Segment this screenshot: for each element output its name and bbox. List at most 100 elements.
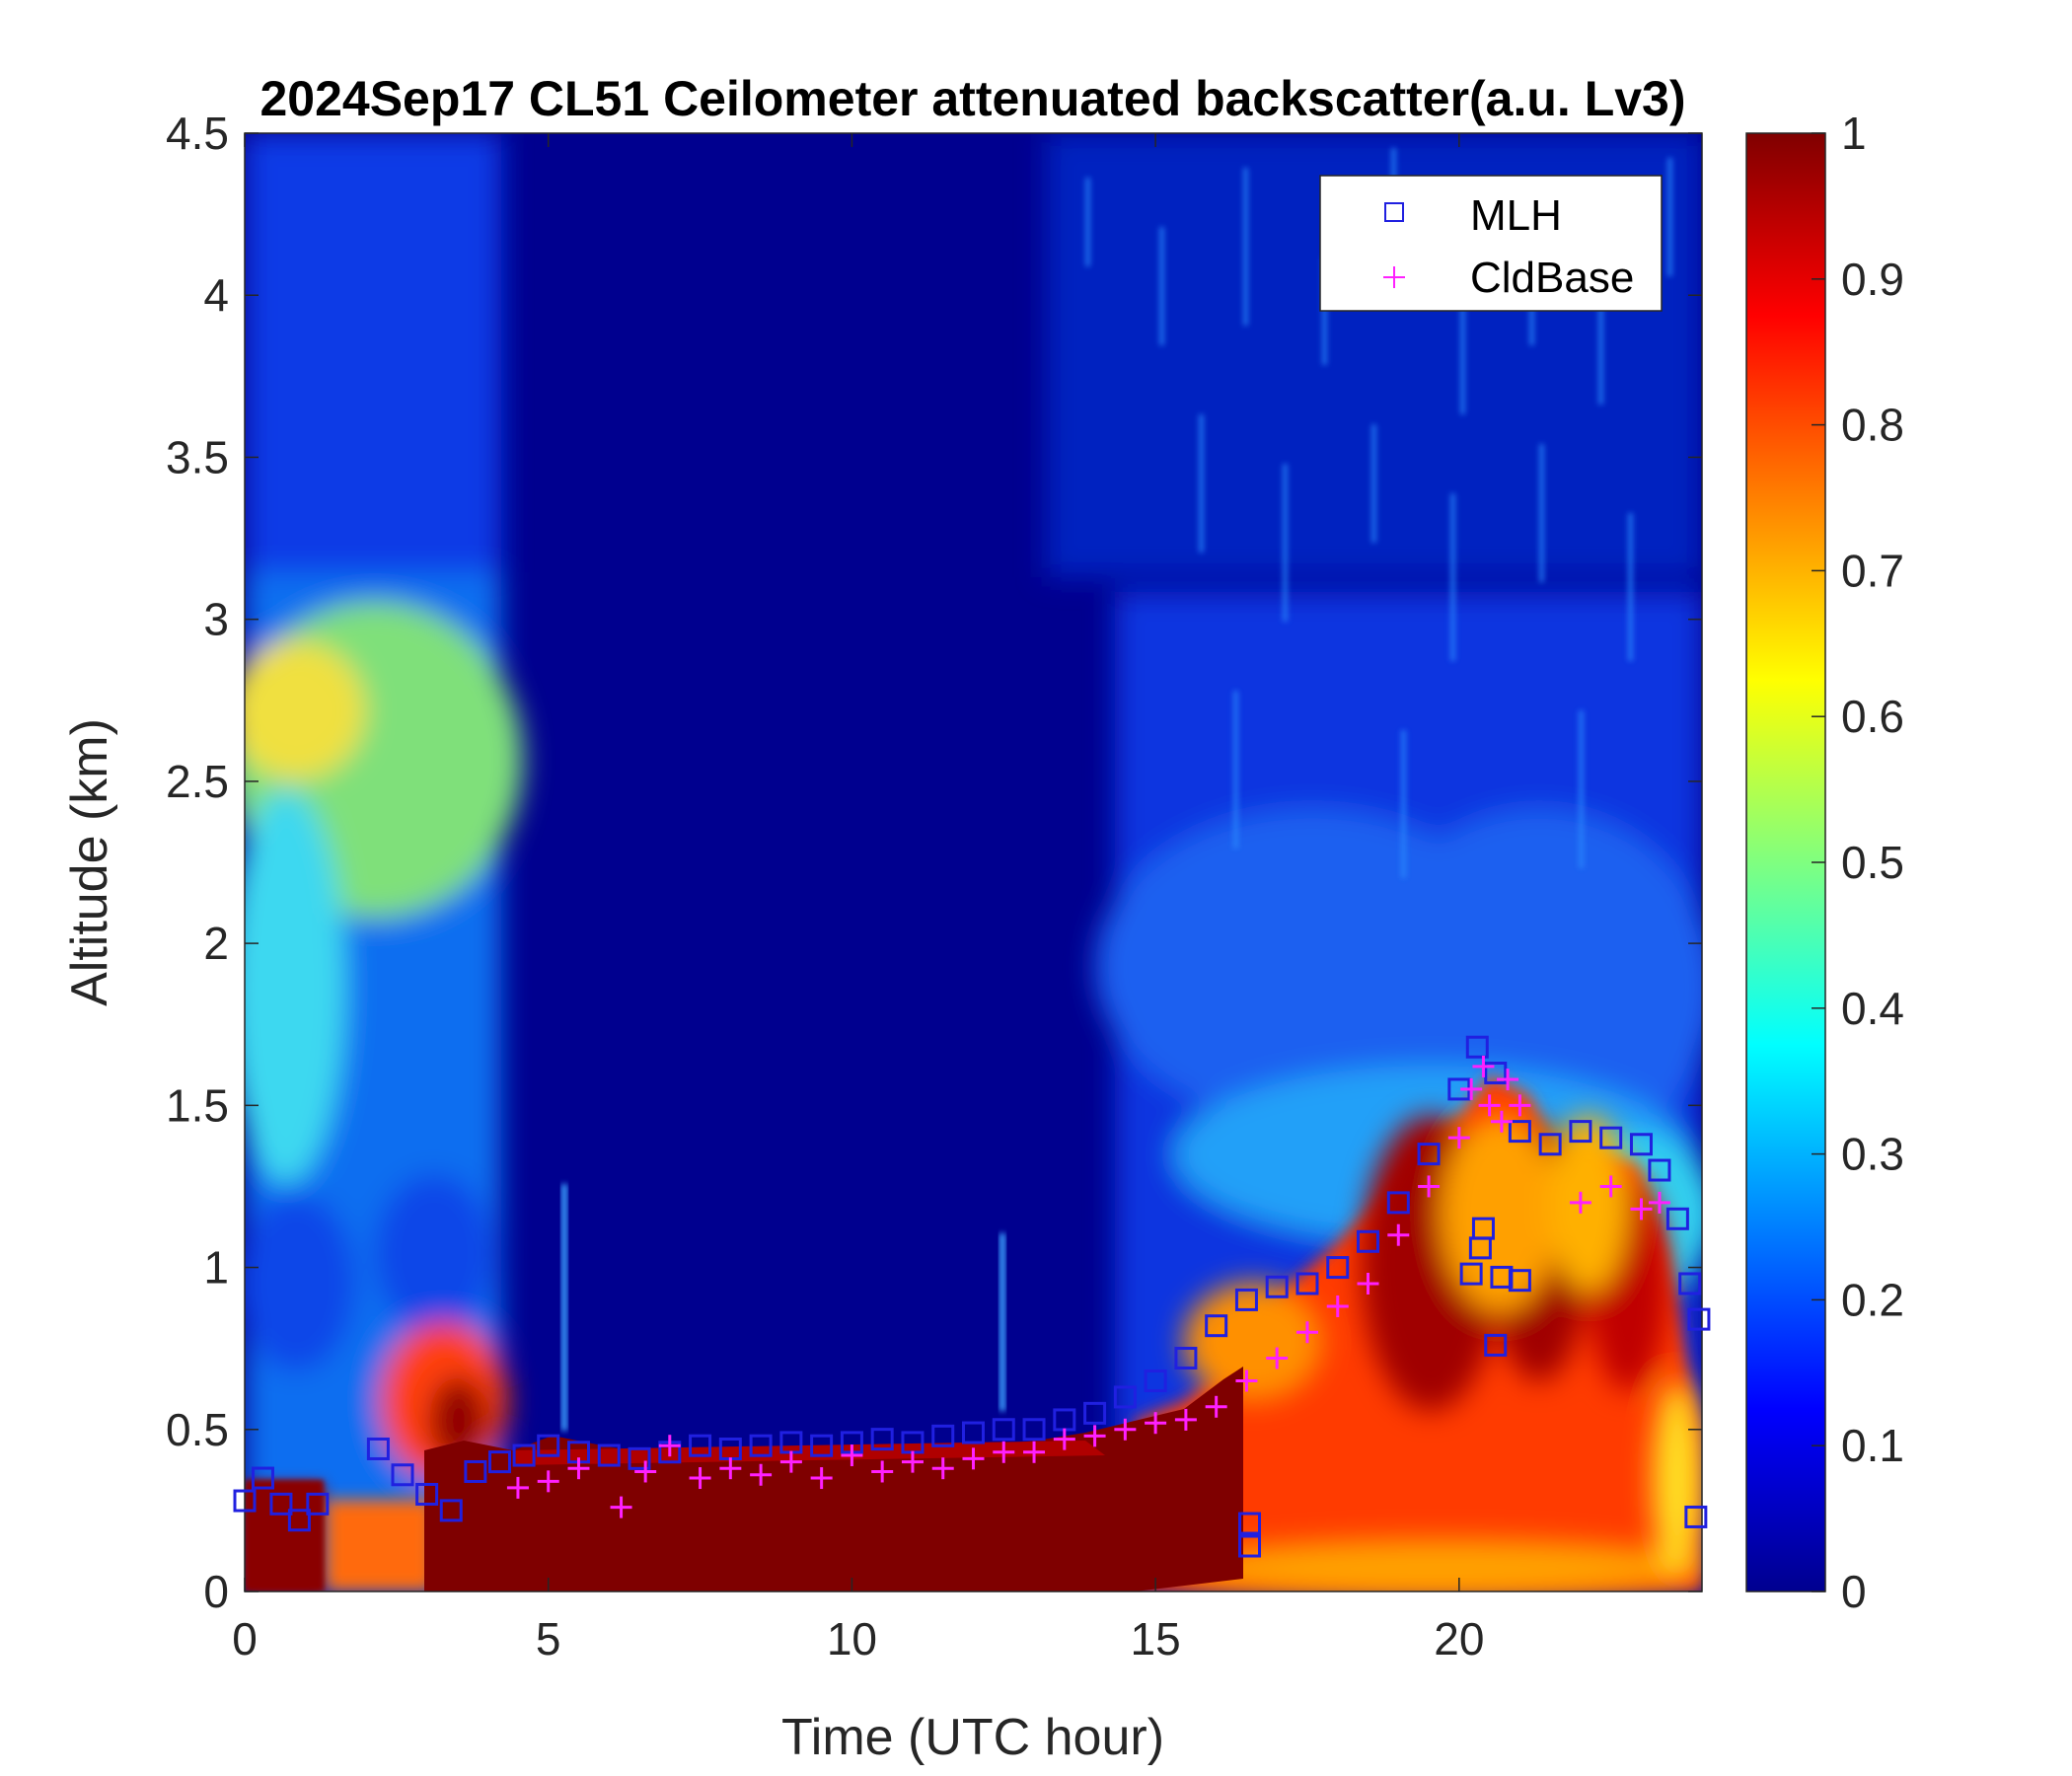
mlh-point	[1599, 1126, 1623, 1149]
mlh-point	[1022, 1418, 1046, 1442]
cldbase-point	[1599, 1175, 1622, 1198]
mlh-point	[1508, 1120, 1531, 1144]
x-tick-label: 15	[1131, 1613, 1181, 1665]
mlh-point	[1295, 1272, 1319, 1295]
y-tick-label: 0.5	[166, 1404, 229, 1455]
mlh-point	[1629, 1133, 1653, 1156]
y-tick-label: 2.5	[166, 756, 229, 807]
cldbase-point	[962, 1447, 985, 1470]
y-tick-label: 4	[203, 269, 229, 321]
colorbar-tick-label: 0.3	[1841, 1129, 1904, 1180]
mlh-point	[464, 1459, 487, 1483]
mlh-point	[1265, 1275, 1289, 1298]
mlh-point	[1465, 1035, 1489, 1059]
cldbase-point	[779, 1450, 802, 1473]
mlh-point	[1113, 1385, 1137, 1409]
mlh-point	[251, 1466, 274, 1490]
mlh-point	[233, 1489, 257, 1513]
cldbase-point	[901, 1450, 924, 1473]
mlh-point	[1234, 1288, 1258, 1311]
cldbase-point	[1053, 1428, 1075, 1450]
y-axis: 0 0.5 1 1.5 2 2.5 3 3.5 4 4.5	[166, 108, 1702, 1617]
mlh-point	[1490, 1265, 1514, 1289]
cldbase-point	[1083, 1425, 1106, 1447]
mlh-point	[810, 1434, 834, 1457]
cldbase-point	[1145, 1412, 1167, 1435]
cldbase-point	[1205, 1395, 1227, 1418]
mlh-point	[366, 1437, 390, 1460]
cldbase-point	[506, 1476, 529, 1499]
y-axis-label: Altitude (km)	[61, 718, 118, 1006]
mlh-point	[749, 1434, 773, 1457]
colorbar-tick-label: 0.9	[1841, 254, 1904, 305]
legend-cldbase-marker	[1383, 266, 1405, 288]
mlh-point	[439, 1499, 463, 1522]
legend-cldbase-label: CldBase	[1470, 254, 1634, 302]
mlh-point	[1678, 1272, 1702, 1295]
cldbase-point	[931, 1457, 954, 1480]
mlh-point	[1238, 1512, 1262, 1535]
mlh-point	[689, 1434, 712, 1457]
mlh-point	[1648, 1158, 1671, 1182]
mlh-point	[1174, 1347, 1198, 1370]
cldbase-point	[1023, 1441, 1046, 1463]
x-tick-label: 10	[827, 1613, 877, 1665]
colorbar-tick-label: 0.5	[1841, 837, 1904, 888]
cldbase-point	[1460, 1077, 1483, 1100]
colorbar-tick-label: 0.4	[1841, 983, 1904, 1034]
cldbase-point	[1447, 1127, 1470, 1149]
mlh-point	[931, 1424, 955, 1447]
cldbase-point	[1174, 1408, 1197, 1431]
plot-area	[245, 133, 1702, 1591]
cldbase-point	[719, 1457, 742, 1480]
mlh-point	[1238, 1534, 1262, 1558]
mlh-point	[306, 1492, 330, 1516]
chart-title: 2024Sep17 CL51 Ceilometer attenuated bac…	[259, 71, 1685, 126]
colorbar-tick-label: 0	[1841, 1566, 1867, 1617]
mlh-point	[1357, 1229, 1380, 1253]
cldbase-point	[750, 1463, 773, 1486]
cldbase-point	[1648, 1191, 1670, 1214]
mlh-point	[992, 1418, 1015, 1442]
colorbar-tick-label: 0.2	[1841, 1274, 1904, 1325]
y-tick-label: 2	[203, 918, 229, 969]
mlh-point	[415, 1482, 439, 1506]
plot-frame	[244, 132, 1703, 1592]
cldbase-point	[1569, 1191, 1591, 1214]
cldbase-point	[1266, 1347, 1289, 1369]
cldbase-point	[1114, 1418, 1137, 1441]
mlh-point	[287, 1509, 311, 1532]
mlh-point	[487, 1450, 511, 1474]
colorbar-tick-label: 0.6	[1841, 691, 1904, 742]
legend: MLH CldBase	[1319, 175, 1663, 312]
cldbase-point	[871, 1460, 894, 1483]
cldbase-point	[993, 1441, 1015, 1463]
mlh-point	[597, 1443, 621, 1467]
cldbase-point	[567, 1457, 590, 1480]
cldbase-point	[610, 1496, 632, 1518]
cldbase-point	[1357, 1272, 1379, 1295]
y-tick-label: 4.5	[166, 108, 229, 159]
heatmap-residual-layer	[245, 133, 523, 1591]
cldbase-point	[1630, 1198, 1653, 1221]
mlh-point	[1417, 1143, 1441, 1166]
x-axis-label: Time (UTC hour)	[781, 1709, 1164, 1766]
mlh-point	[1508, 1269, 1531, 1293]
mlh-point	[512, 1443, 536, 1467]
mlh-point	[1326, 1256, 1350, 1280]
legend-mlh-marker	[1384, 202, 1404, 222]
colorbar: 0 0.1 0.2 0.3 0.4 0.5 0.6 0.7 0.8 0.9 1	[1745, 108, 1904, 1617]
y-tick-label: 3.5	[166, 431, 229, 482]
x-axis: 0 5 10 15 20	[232, 133, 1484, 1665]
mlh-point	[870, 1428, 894, 1451]
mlh-point	[1538, 1133, 1562, 1156]
cldbase-point	[810, 1467, 833, 1490]
cldbase-point	[537, 1470, 559, 1493]
cldbase-point	[1490, 1110, 1513, 1133]
y-tick-label: 1	[203, 1242, 229, 1294]
y-tick-label: 1.5	[166, 1079, 229, 1131]
colorbar-tick-label: 0.7	[1841, 545, 1904, 596]
legend-mlh-label: MLH	[1470, 191, 1562, 240]
cldbase-point	[1478, 1094, 1501, 1117]
